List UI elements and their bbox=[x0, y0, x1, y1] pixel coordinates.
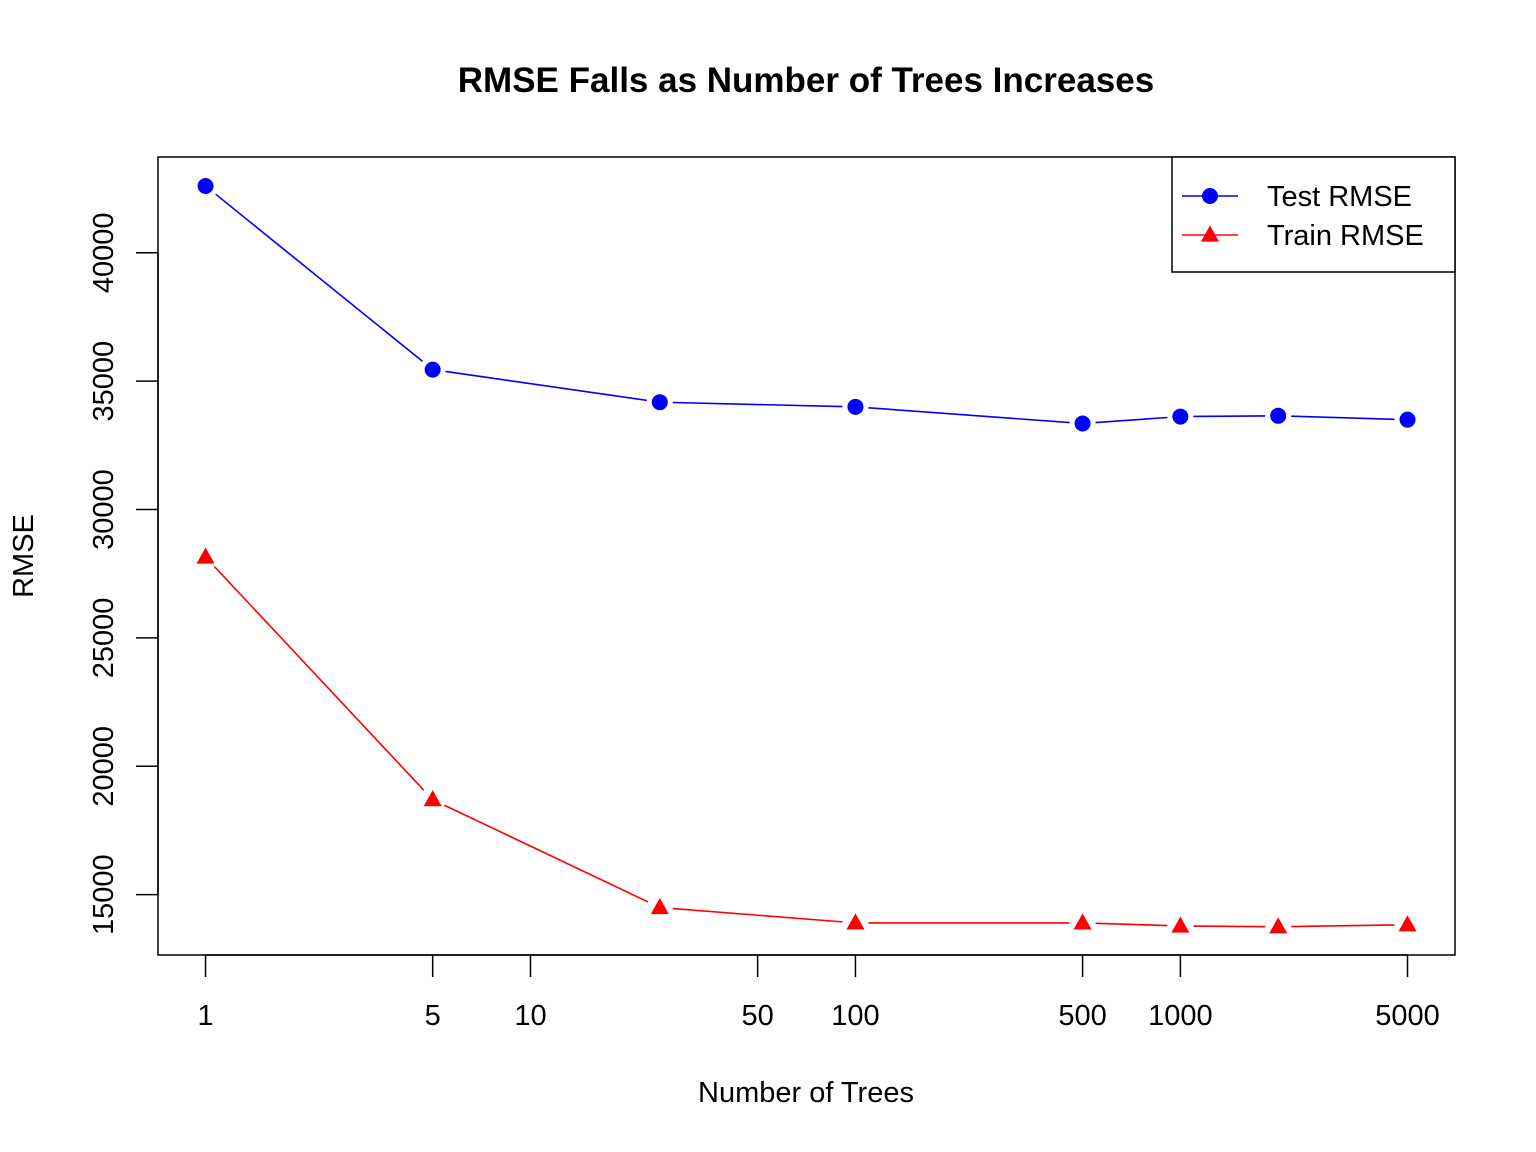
data-point bbox=[1073, 913, 1092, 930]
data-point bbox=[847, 398, 864, 415]
y-tick-label: 15000 bbox=[88, 854, 120, 935]
x-tick-label: 5 bbox=[425, 1000, 441, 1032]
x-axis-label: Number of Trees bbox=[698, 1077, 914, 1109]
data-point bbox=[651, 394, 668, 411]
series-line-segment bbox=[1193, 925, 1266, 928]
series-line-segment bbox=[1193, 415, 1266, 418]
data-point bbox=[1398, 915, 1417, 932]
legend-box bbox=[1171, 156, 1456, 273]
y-tick-label: 30000 bbox=[88, 469, 120, 550]
data-point bbox=[650, 898, 669, 915]
series-line-segment bbox=[868, 406, 1070, 424]
x-tick-label: 5000 bbox=[1375, 1000, 1440, 1032]
data-point bbox=[423, 790, 442, 807]
y-axis-label: RMSE bbox=[8, 514, 40, 598]
chart-title: RMSE Falls as Number of Trees Increases bbox=[458, 61, 1154, 100]
series-train-rmse bbox=[196, 547, 1417, 934]
y-tick-label: 40000 bbox=[88, 212, 120, 293]
y-axis: 15000 20000 25000 30000 35000 40000 bbox=[88, 212, 159, 935]
series-layer bbox=[196, 178, 1417, 934]
series-line-segment bbox=[1291, 415, 1395, 421]
data-point bbox=[846, 913, 865, 930]
y-tick-label: 25000 bbox=[88, 598, 120, 679]
x-tick-label: 1 bbox=[197, 1000, 213, 1032]
x-tick-label: 500 bbox=[1058, 1000, 1106, 1032]
series-line-segment bbox=[1095, 922, 1168, 927]
legend: Test RMSE Train RMSE bbox=[1171, 156, 1456, 273]
data-point bbox=[424, 361, 441, 378]
series-line-segment bbox=[213, 565, 425, 791]
legend-marker bbox=[1200, 225, 1220, 242]
legend-label: Test RMSE bbox=[1267, 181, 1412, 213]
data-point bbox=[197, 178, 214, 195]
x-tick-label: 1000 bbox=[1148, 1000, 1213, 1032]
x-tick-label: 10 bbox=[514, 1000, 546, 1032]
y-tick-label: 35000 bbox=[88, 341, 120, 422]
data-point bbox=[1399, 411, 1416, 428]
x-axis: 1 5 10 50 100 500 1000 5000 bbox=[197, 954, 1440, 1032]
data-point bbox=[1270, 407, 1287, 424]
data-point bbox=[1074, 415, 1091, 432]
plot-frame bbox=[157, 156, 1456, 956]
series-line-segment bbox=[1291, 924, 1395, 928]
series-line-segment bbox=[1095, 416, 1168, 424]
legend-label: Train RMSE bbox=[1267, 220, 1424, 252]
data-point bbox=[1172, 408, 1189, 425]
series-line-segment bbox=[672, 907, 843, 923]
series-line-segment bbox=[215, 193, 424, 363]
data-point bbox=[1171, 916, 1190, 933]
series-line-segment bbox=[444, 804, 649, 903]
series-test-rmse bbox=[197, 178, 1416, 432]
data-point bbox=[196, 547, 215, 564]
legend-marker bbox=[1202, 188, 1218, 204]
series-line-segment bbox=[445, 370, 648, 402]
x-tick-label: 100 bbox=[831, 1000, 879, 1032]
data-point bbox=[1269, 917, 1288, 934]
x-tick-label: 50 bbox=[741, 1000, 773, 1032]
series-line-segment bbox=[672, 401, 843, 408]
y-tick-label: 20000 bbox=[88, 726, 120, 807]
